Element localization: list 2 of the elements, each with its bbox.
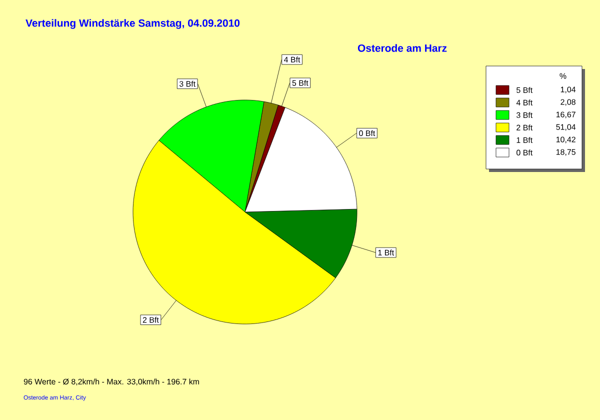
chart-title: Verteilung Windstärke Samstag, 04.09.2010 — [26, 19, 240, 29]
chart-subtitle: Osterode am Harz — [358, 44, 447, 52]
